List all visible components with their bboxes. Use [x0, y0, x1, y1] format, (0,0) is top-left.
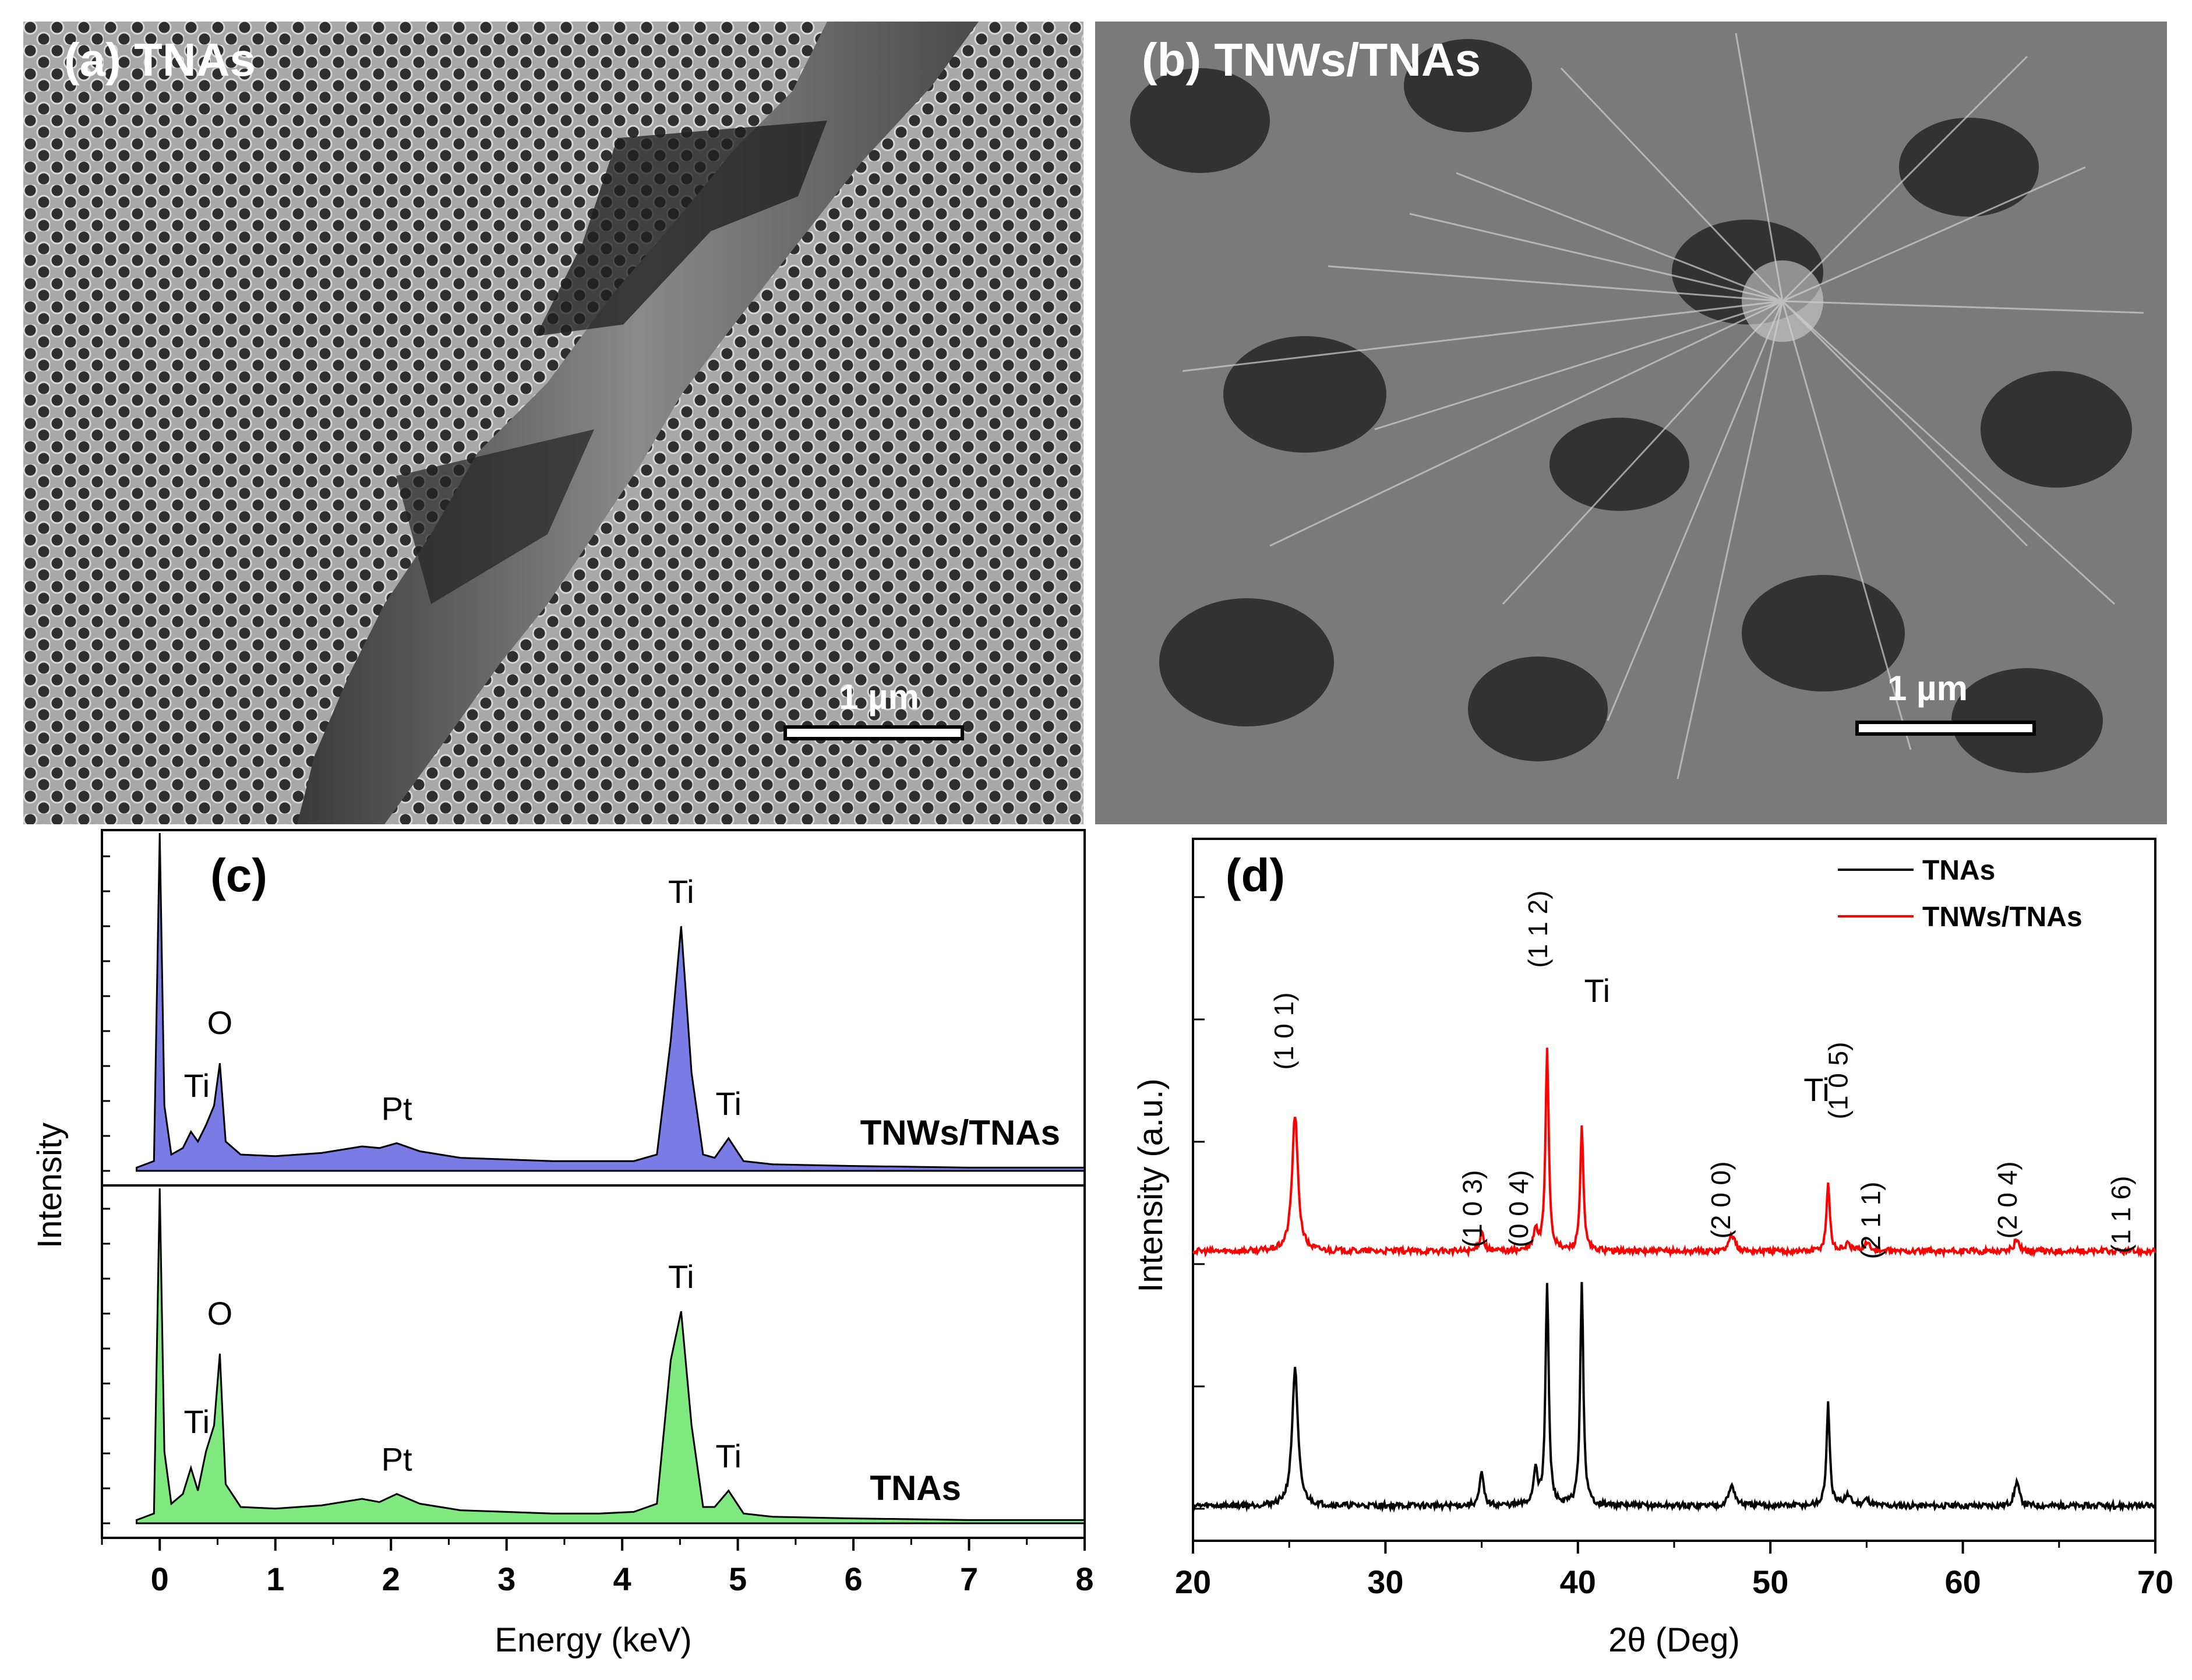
x-tick-label: 0: [151, 1561, 169, 1597]
crack-region: [297, 22, 979, 824]
legend-label: TNAs: [1922, 855, 1995, 886]
xrd-curve: [1192, 1047, 2156, 1259]
y-axis-label: Intensity: [31, 1123, 69, 1248]
peak-label: Ti: [668, 873, 694, 910]
x-tick-label: 70: [2137, 1563, 2173, 1600]
y-axis-label: Intensity (a.u.): [1132, 1078, 1170, 1292]
legend-label: TNWs/TNAs: [1922, 902, 2082, 933]
peak-annotation: (2 0 4): [1992, 1162, 2022, 1239]
peak-label: Ti: [184, 1067, 210, 1104]
panel-c-label: (c): [210, 849, 267, 901]
peak-label: Ti: [184, 1403, 210, 1440]
x-tick-label: 5: [729, 1561, 747, 1597]
peak-annotation: (2 1 1): [1856, 1182, 1886, 1259]
x-axis-label: 2θ (Deg): [1608, 1621, 1740, 1659]
x-tick-label: 8: [1075, 1561, 1093, 1597]
panel-d-label: (d): [1226, 849, 1285, 901]
x-tick-label: 60: [1944, 1563, 1981, 1600]
x-tick-label: 6: [844, 1561, 862, 1597]
series-label: TNWs/TNAs: [860, 1113, 1060, 1152]
plot-frame: [101, 829, 1086, 1539]
x-tick-label: 40: [1560, 1563, 1596, 1600]
peak-label: O: [207, 1295, 233, 1332]
peak-label: Ti: [715, 1085, 742, 1122]
peak-label: Pt: [382, 1441, 412, 1478]
x-axis-label: Energy (keV): [495, 1621, 691, 1659]
sem-image-tnws-tnas: (b) TNWs/TNAs 1 µm: [1095, 22, 2167, 824]
x-tick-label: 3: [497, 1561, 516, 1597]
scale-bar-label: 1 µm: [839, 677, 919, 717]
spectrum-area: [135, 832, 1086, 1172]
nanotube-texture: [23, 22, 1083, 824]
sem-image-tnas: (a) TNAs 1 µm: [23, 22, 1083, 824]
panel-b-label: (b) TNWs/TNAs: [1142, 34, 1481, 86]
peak-annotation: (1 1 2): [1523, 891, 1553, 968]
x-tick-label: 2: [382, 1561, 400, 1597]
peak-annotation: (0 0 4): [1503, 1170, 1534, 1248]
x-tick-label: 30: [1367, 1563, 1403, 1600]
x-tick-label: 20: [1175, 1563, 1211, 1600]
series-label: TNAs: [870, 1469, 961, 1508]
peak-annotation: Ti: [1803, 1071, 1830, 1108]
x-tick-label: 4: [613, 1561, 631, 1597]
spectrum-area: [135, 1188, 1086, 1524]
x-tick-label: 50: [1752, 1563, 1788, 1600]
x-tick-label: 1: [266, 1561, 284, 1597]
scale-bar-label: 1 µm: [1887, 669, 1968, 708]
scale-bar: [783, 725, 964, 740]
peak-label: O: [207, 1004, 233, 1041]
xrd-curve: [1192, 1282, 2156, 1513]
peak-label: Pt: [382, 1090, 412, 1127]
peak-label: Ti: [668, 1258, 694, 1295]
peak-annotation: (1 1 6): [2106, 1176, 2136, 1254]
peak-annotation: (2 0 0): [1706, 1162, 1736, 1239]
peak-annotation: Ti: [1584, 972, 1611, 1009]
scale-bar: [1855, 721, 2036, 736]
nanowire-texture: [1095, 22, 2167, 824]
peak-label: Ti: [715, 1438, 742, 1474]
x-tick-label: 7: [960, 1561, 978, 1597]
peak-annotation: (1 0 3): [1457, 1170, 1488, 1248]
peak-annotation: (1 0 1): [1269, 993, 1299, 1070]
panel-a-label: (a) TNAs: [64, 34, 256, 86]
peak-annotation: (1 0 5): [1823, 1042, 1853, 1120]
